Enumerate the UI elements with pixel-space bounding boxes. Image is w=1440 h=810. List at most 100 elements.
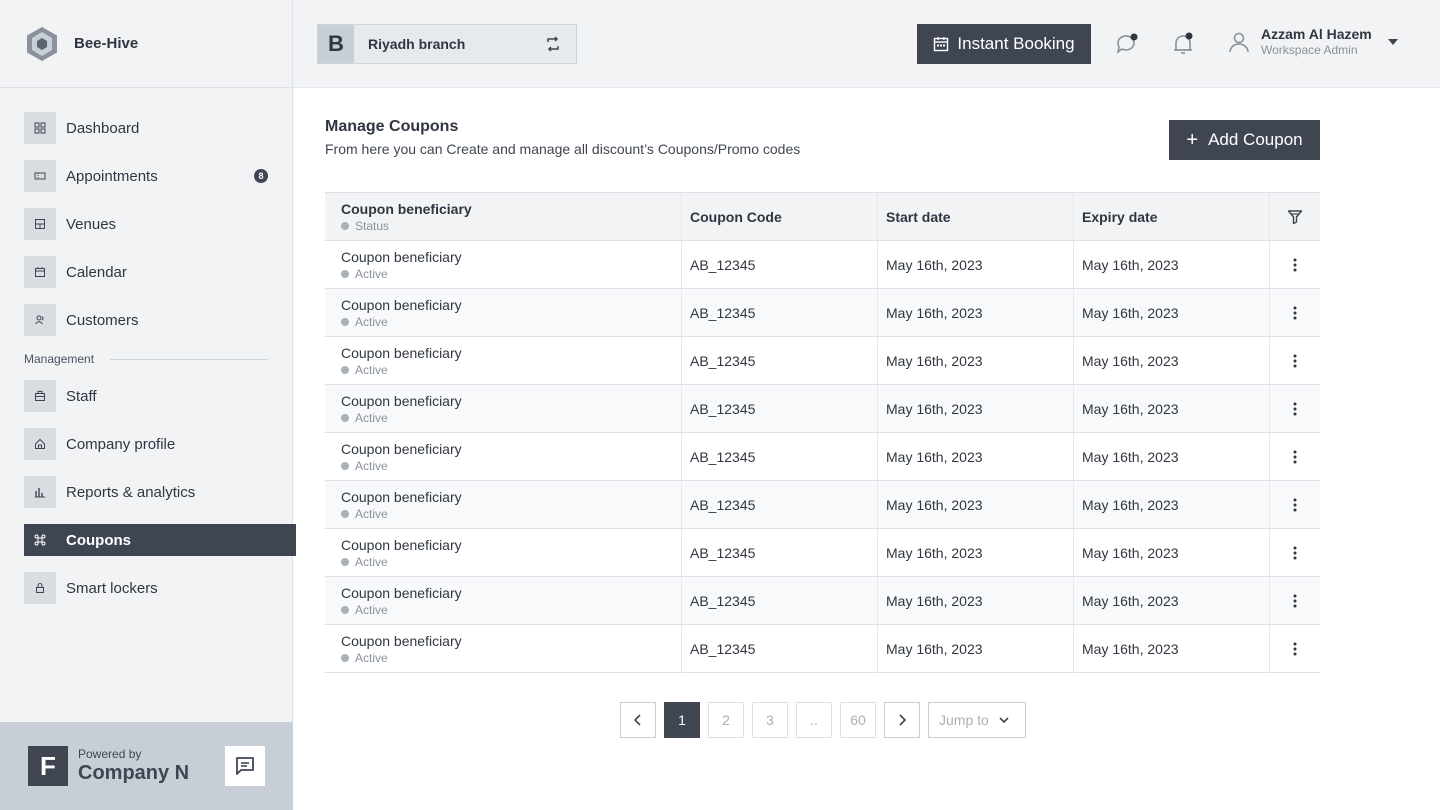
notifications-button[interactable] [1171, 32, 1195, 56]
row-actions-cell [1270, 577, 1320, 625]
table-row[interactable]: Coupon beneficiary Active AB_12345 May 16th… [325, 576, 1320, 625]
sidebar-item-customers[interactable]: Customers [24, 304, 296, 336]
sidebar-item-dashboard[interactable]: Dashboard [24, 112, 296, 144]
kebab-menu-icon [1293, 258, 1297, 271]
chat-button[interactable] [225, 746, 265, 786]
more-options-button[interactable] [1285, 399, 1305, 419]
sidebar-item-coupons[interactable]: Coupons [24, 524, 296, 556]
coupon-code-cell: AB_12345 [682, 576, 878, 625]
start-date-cell: May 16th, 2023 [878, 432, 1074, 481]
chat-icon [236, 757, 254, 775]
prev-page-button[interactable] [620, 702, 656, 738]
filter-button[interactable] [1270, 193, 1320, 241]
status-dot [341, 413, 349, 422]
expiry-date-cell: May 16th, 2023 [1074, 384, 1270, 433]
column-header-beneficiary[interactable]: Coupon beneficiary Status [325, 192, 682, 241]
status-badge: Active [341, 603, 681, 617]
table-row[interactable]: Coupon beneficiary Active AB_12345 May 16th… [325, 624, 1320, 673]
caret-down-icon [1387, 38, 1398, 45]
column-header-start[interactable]: Start date [878, 192, 1074, 241]
sidebar-item-calendar[interactable]: Calendar [24, 256, 296, 288]
more-options-button[interactable] [1285, 351, 1305, 371]
table-row[interactable]: Coupon beneficiary Active AB_12345 May 16th… [325, 240, 1320, 289]
status-label: Active [355, 314, 388, 329]
column-header-expiry[interactable]: Expiry date [1074, 192, 1270, 241]
sidebar-item-smart-lockers[interactable]: Smart lockers [24, 572, 296, 604]
beneficiary-cell: Coupon beneficiary Active [325, 624, 682, 673]
table-row[interactable]: Coupon beneficiary Active AB_12345 May 16th… [325, 432, 1320, 481]
status-badge: Active [341, 411, 681, 425]
sidebar-item-label: Customers [66, 311, 139, 329]
next-page-button[interactable] [884, 702, 920, 738]
table-row[interactable]: Coupon beneficiary Active AB_12345 May 16th… [325, 288, 1320, 337]
start-date-cell: May 16th, 2023 [878, 576, 1074, 625]
instant-booking-button[interactable]: Instant Booking [917, 24, 1091, 64]
coupon-code-cell: AB_12345 [682, 384, 878, 433]
status-subheader-label: Status [355, 218, 390, 233]
beneficiary-cell: Coupon beneficiary Active [325, 432, 682, 481]
table-row[interactable]: Coupon beneficiary Active AB_12345 May 16th… [325, 480, 1320, 529]
switch-icon[interactable] [544, 35, 562, 53]
kebab-menu-icon [1293, 354, 1297, 367]
bar-chart-icon [24, 476, 56, 508]
brand[interactable]: Bee-Hive [0, 0, 292, 88]
page-button-3[interactable]: 3 [752, 702, 788, 738]
add-coupon-label: Add Coupon [1208, 130, 1303, 149]
kebab-menu-icon [1293, 402, 1297, 415]
jump-to-select[interactable]: Jump to [928, 702, 1026, 738]
table-row[interactable]: Coupon beneficiary Active AB_12345 May 16th… [325, 336, 1320, 385]
row-actions-cell [1270, 289, 1320, 337]
more-options-button[interactable] [1285, 543, 1305, 563]
sidebar-item-staff[interactable]: Staff [24, 380, 296, 412]
start-date-cell: May 16th, 2023 [878, 624, 1074, 673]
user-menu[interactable]: Azzam Al Hazem Workspace Admin [1227, 26, 1398, 57]
branch-selector[interactable]: B Riyadh branch [317, 24, 577, 64]
status-dot [341, 605, 349, 614]
status-label: Active [355, 362, 388, 377]
beneficiary-name: Coupon beneficiary [341, 536, 462, 553]
expiry-date-cell: May 16th, 2023 [1074, 432, 1270, 481]
sidebar-item-reports-analytics[interactable]: Reports & analytics [24, 476, 296, 508]
bell-notification-icon [1174, 32, 1193, 54]
status-label: Active [355, 266, 388, 281]
pagination: 1 2 3 .. 60 Jump to [620, 702, 1026, 738]
status-dot [341, 317, 349, 326]
expiry-date-cell: May 16th, 2023 [1074, 528, 1270, 577]
more-options-button[interactable] [1285, 495, 1305, 515]
messages-button[interactable] [1115, 32, 1139, 56]
sidebar-item-label: Coupons [66, 531, 131, 549]
beneficiary-cell: Coupon beneficiary Active [325, 336, 682, 385]
status-label: Active [355, 458, 388, 473]
table-row[interactable]: Coupon beneficiary Active AB_12345 May 16th… [325, 384, 1320, 433]
start-date-cell: May 16th, 2023 [878, 336, 1074, 385]
table-row[interactable]: Coupon beneficiary Active AB_12345 May 16th… [325, 528, 1320, 577]
status-dot [341, 221, 349, 230]
page-button-60[interactable]: 60 [840, 702, 876, 738]
grid-icon [24, 112, 56, 144]
more-options-button[interactable] [1285, 591, 1305, 611]
appointments-count-badge: 8 [254, 169, 268, 183]
more-options-button[interactable] [1285, 255, 1305, 275]
table-body: Coupon beneficiary Active AB_12345 May 16th… [325, 240, 1320, 673]
kebab-menu-icon [1293, 642, 1297, 655]
calendar-icon [934, 37, 949, 52]
column-header-code[interactable]: Coupon Code [682, 192, 878, 241]
status-badge: Active [341, 267, 681, 281]
section-divider [110, 358, 268, 360]
page-button-2[interactable]: 2 [708, 702, 744, 738]
more-options-button[interactable] [1285, 639, 1305, 659]
building-icon [24, 208, 56, 240]
sidebar-item-venues[interactable]: Venues [24, 208, 296, 240]
sidebar-item-company-profile[interactable]: Company profile [24, 428, 296, 460]
more-options-button[interactable] [1285, 447, 1305, 467]
beneficiary-cell: Coupon beneficiary Active [325, 480, 682, 529]
sidebar-item-appointments[interactable]: Appointments 8 [24, 160, 296, 192]
status-dot [341, 269, 349, 278]
branch-name: Riyadh branch [368, 36, 466, 52]
add-coupon-button[interactable]: + Add Coupon [1169, 120, 1320, 160]
more-options-button[interactable] [1285, 303, 1305, 323]
coupon-code-cell: AB_12345 [682, 528, 878, 577]
column-header-label: Coupon beneficiary [341, 200, 472, 217]
hexagon-logo-icon [27, 26, 57, 61]
page-button-1[interactable]: 1 [664, 702, 700, 738]
